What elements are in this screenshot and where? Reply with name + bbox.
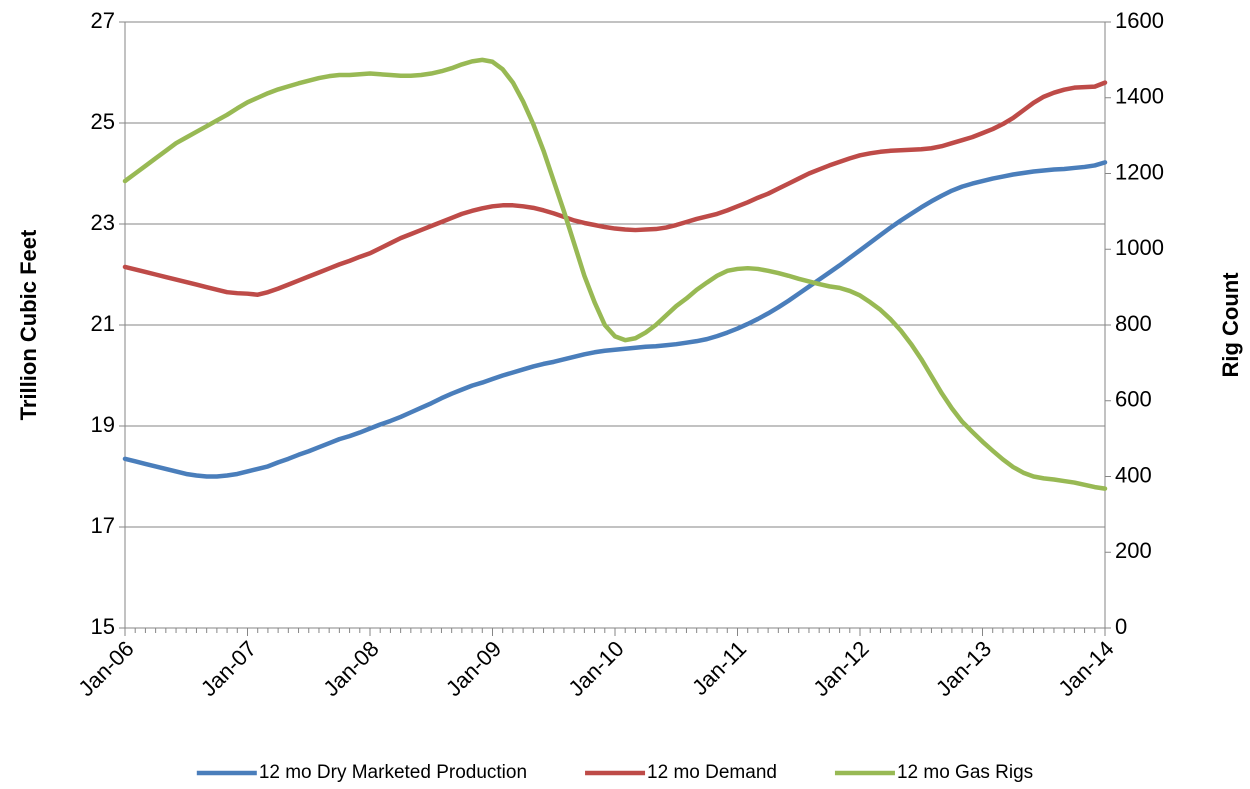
y-tick-label: 23 [91,210,115,235]
x-tick-label: Jan-08 [318,636,383,701]
y2-tick-label: 600 [1115,387,1152,412]
y2-tick-label: 0 [1115,614,1127,639]
y2-tick-label: 1000 [1115,235,1164,260]
x-tick-label: Jan-09 [441,636,506,701]
series-line [122,160,1108,479]
legend-label: 12 mo Gas Rigs [897,762,1033,783]
x-tick-label: Jan-10 [563,636,628,701]
y2-tick-label: 800 [1115,311,1152,336]
y-tick-label: 27 [91,8,115,33]
x-tick-label: Jan-07 [196,636,261,701]
y2-tick-label: 1200 [1115,159,1164,184]
y2-axis-title: Rig Count [1218,272,1243,378]
series-line [122,80,1108,297]
y2-tick-label: 1400 [1115,84,1164,109]
y2-tick-label: 1600 [1115,8,1164,33]
x-tick-label: Jan-14 [1053,636,1118,701]
legend-label: 12 mo Demand [647,762,777,783]
y-axis-title: Trillion Cubic Feet [16,229,41,420]
x-tick-label: Jan-06 [73,636,138,701]
series-line [122,57,1108,491]
y2-tick-label: 400 [1115,462,1152,487]
x-tick-label: Jan-11 [687,636,751,700]
y-tick-label: 17 [91,513,115,538]
y-tick-label: 19 [91,412,115,437]
y2-tick-label: 200 [1115,538,1152,563]
x-tick-label: Jan-13 [931,636,996,701]
y-tick-label: 25 [91,109,115,134]
y-tick-label: 21 [91,311,115,336]
legend-label: 12 mo Dry Marketed Production [259,762,527,783]
x-tick-label: Jan-12 [808,636,873,701]
y-tick-label: 15 [91,614,115,639]
